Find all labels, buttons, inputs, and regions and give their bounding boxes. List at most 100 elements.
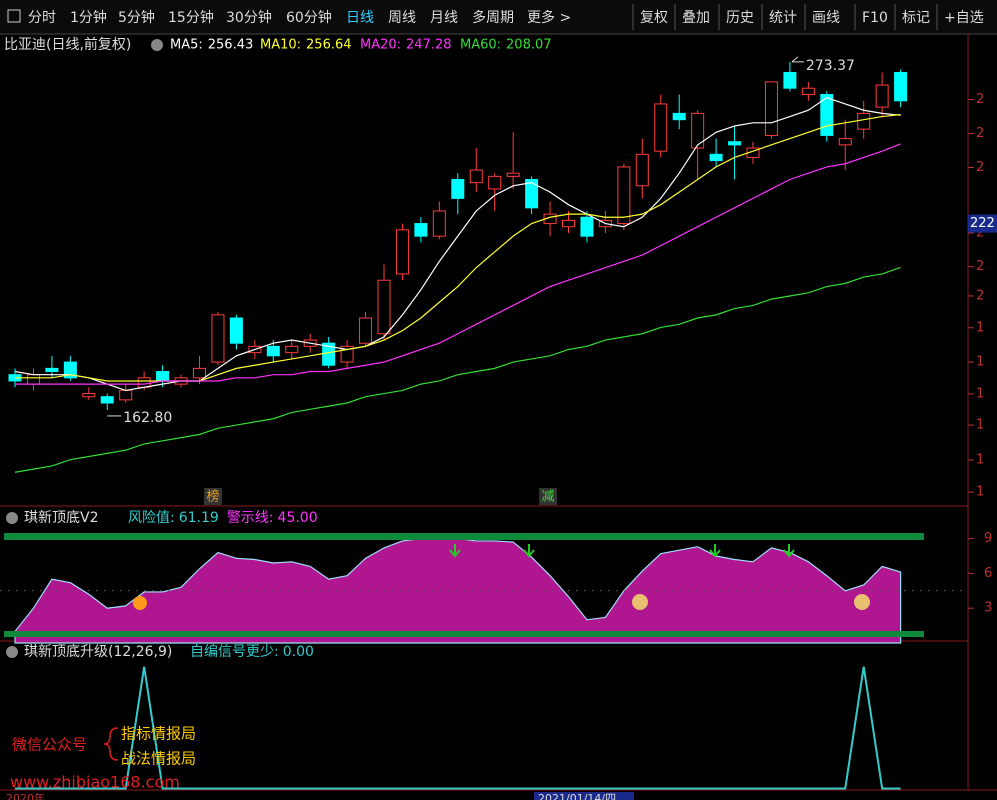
candle-body [654, 103, 668, 152]
y-tick-label: 1 [976, 386, 984, 401]
toolbar-tab[interactable]: 60分钟 [286, 9, 332, 26]
toolbar-tool[interactable]: +自选 [944, 10, 984, 26]
signal-arrows [449, 544, 795, 558]
y-tick-label: 1 [976, 452, 984, 467]
low-label: 162.80 [123, 410, 172, 426]
candle-body [193, 367, 206, 379]
toolbar-tool[interactable]: 画线 [812, 10, 840, 26]
toolbar-tool[interactable]: 历史 [726, 10, 754, 26]
candle-body [414, 223, 428, 237]
y-tick-label: 1 [976, 355, 984, 370]
toolbar-tab[interactable]: 1分钟 [70, 9, 107, 26]
dropdown-icon[interactable] [151, 39, 163, 51]
coin-bag-icon [854, 594, 870, 610]
toolbar-tab[interactable]: 15分钟 [168, 9, 214, 26]
marker-box [204, 488, 222, 505]
toolbar-tab[interactable]: 5分钟 [118, 9, 155, 26]
candle-body [26, 374, 40, 385]
toolbar-tool[interactable]: 复权 [640, 9, 668, 26]
toolbar-tool[interactable]: 统计 [769, 10, 797, 26]
y-tick-label: 9 [984, 531, 992, 546]
dropdown-icon[interactable] [6, 646, 18, 658]
toolbar-tab[interactable]: 更多 > [527, 9, 571, 26]
signal-line [15, 666, 901, 790]
candle-body [100, 396, 114, 404]
toolbar-tool[interactable]: 叠加 [682, 10, 710, 26]
y-tick-label: 2 [976, 160, 984, 175]
date-label: 2020年 [6, 791, 45, 800]
candle-body [211, 314, 225, 363]
candle-body [488, 175, 502, 190]
candle-body [783, 71, 797, 89]
candle-body [857, 112, 871, 130]
candle-body [63, 361, 77, 379]
y-tick-label: 6 [984, 566, 992, 581]
candle-body [451, 178, 465, 199]
chart-title: 比亚迪(日线,前复权) [4, 36, 131, 53]
indicator-panel: 9 6 3 琪新顶底V2 风险值: 61.19 警示线: 45.00 [0, 510, 992, 644]
toolbar [0, 0, 997, 34]
ma-line [15, 143, 901, 385]
toolbar-tab[interactable]: 30分钟 [226, 9, 272, 26]
marker: 榜 [206, 489, 219, 505]
ma-line [14, 96, 901, 392]
toolbar-tab[interactable]: 月线 [430, 10, 458, 26]
legend-name: MA5: [170, 38, 203, 53]
legend-value: 61.19 [179, 510, 219, 526]
high-label: 273.37 [806, 58, 855, 74]
date-label: 2021/01/14/四 [538, 792, 616, 800]
candle-body [562, 219, 575, 228]
legend-value: 247.28 [406, 38, 452, 53]
legend-name: MA20: [360, 38, 401, 53]
watermark-url: www.zhibiao168.com [10, 773, 180, 792]
candle-body [395, 229, 409, 275]
y-tick-label: 1 [976, 320, 984, 335]
candle-body [709, 153, 723, 162]
y-tick-label: 1 [976, 485, 984, 500]
candle-body [894, 71, 908, 102]
watermark-name: 指标情报局 [121, 725, 196, 743]
dropdown-icon[interactable] [6, 512, 18, 524]
toolbar-tab[interactable]: 日线 [346, 10, 374, 26]
candle-body [875, 84, 889, 108]
marker-box [539, 488, 557, 505]
candle-body [506, 172, 520, 177]
candle-body [525, 178, 539, 209]
legend-name: 自编信号更少: [190, 644, 279, 660]
candle-body [156, 371, 170, 382]
arrow [523, 544, 535, 558]
toolbar-tab[interactable]: 分时 [28, 10, 56, 26]
legend-value: 208.07 [506, 38, 552, 53]
price-tag: 222 [970, 216, 995, 231]
watermark-name: 战法情报局 [121, 750, 196, 768]
legend-name: 警示线: [227, 510, 274, 526]
ma-line [14, 266, 901, 473]
candle-body [266, 345, 280, 357]
toolbar-tab[interactable]: 多周期 [472, 9, 514, 26]
candle-body [119, 389, 133, 401]
arrow [783, 544, 795, 558]
legend-value: 45.00 [278, 510, 318, 526]
y-tick-label: 2 [976, 126, 984, 141]
band [4, 533, 924, 540]
candle-body [359, 317, 373, 344]
toolbar-tool[interactable]: F10 [862, 10, 888, 26]
candle-body [691, 112, 705, 149]
candle-body [432, 210, 446, 237]
candle-body [838, 138, 852, 146]
panel-title: 琪新顶底升级(12,26,9) [24, 644, 172, 660]
watermark-account: 微信公众号 [12, 736, 87, 754]
menu-icon[interactable] [7, 9, 21, 23]
y-tick-label: 1 [976, 418, 984, 433]
band [4, 631, 924, 637]
toolbar-tab[interactable]: 周线 [388, 10, 416, 26]
date-box [534, 792, 634, 800]
candle-body [580, 216, 594, 237]
toolbar-tool[interactable]: 标记 [902, 10, 930, 26]
candle-body [469, 169, 483, 184]
candle-body [635, 153, 649, 187]
candle-body [377, 279, 391, 335]
candle-body [285, 345, 299, 354]
